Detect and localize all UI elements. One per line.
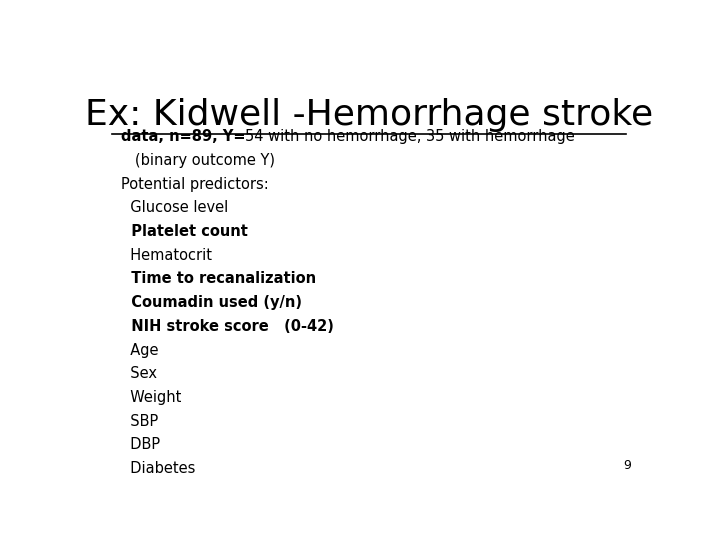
Text: Ex: Kidwell -Hemorrhage stroke: Ex: Kidwell -Hemorrhage stroke	[85, 98, 653, 132]
Text: Age: Age	[121, 342, 158, 357]
Text: Glucose level: Glucose level	[121, 200, 228, 215]
Text: Diabetes: Diabetes	[121, 461, 195, 476]
Text: Platelet count: Platelet count	[121, 224, 248, 239]
Text: SBP: SBP	[121, 414, 158, 429]
Text: NIH stroke score   (0-42): NIH stroke score (0-42)	[121, 319, 333, 334]
Text: data, n=89, Y=: data, n=89, Y=	[121, 129, 246, 144]
Text: 9: 9	[624, 460, 631, 472]
Text: Coumadin used (y/n): Coumadin used (y/n)	[121, 295, 302, 310]
Text: Weight: Weight	[121, 390, 181, 405]
Text: (binary outcome Y): (binary outcome Y)	[121, 153, 275, 168]
Text: Potential predictors:: Potential predictors:	[121, 177, 269, 192]
Text: 54 with no hemorrhage, 35 with hemorrhage: 54 with no hemorrhage, 35 with hemorrhag…	[246, 129, 575, 144]
Text: Hematocrit: Hematocrit	[121, 248, 212, 263]
Text: DBP: DBP	[121, 437, 160, 453]
Text: Sex: Sex	[121, 366, 157, 381]
Text: Time to recanalization: Time to recanalization	[121, 272, 316, 286]
